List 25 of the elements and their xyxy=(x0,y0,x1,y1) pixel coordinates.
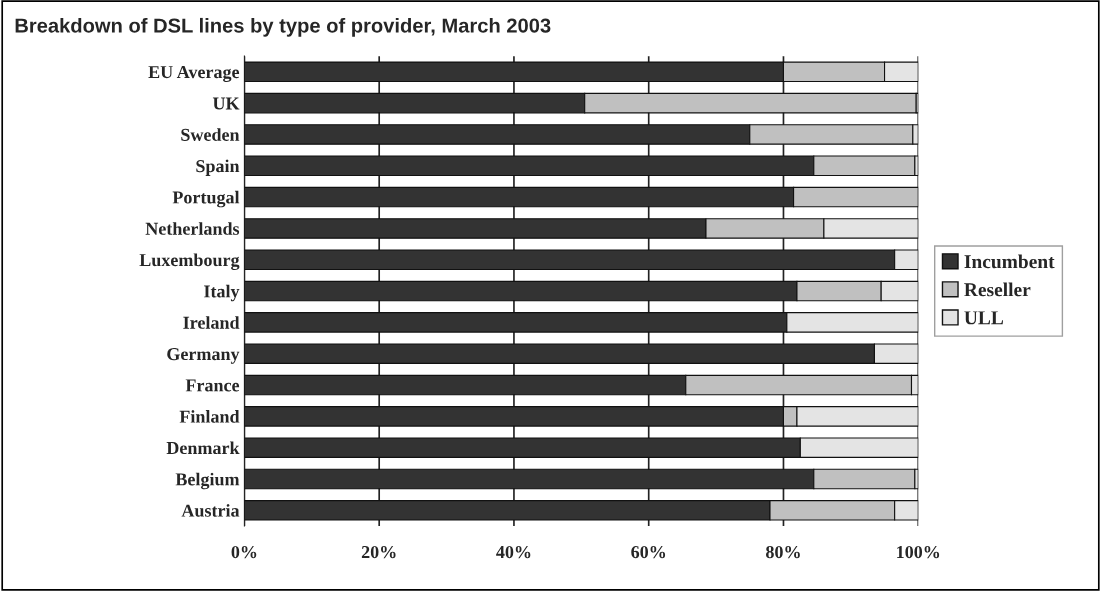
y-tick-label: Belgium xyxy=(175,472,240,490)
y-tick-label: Sweden xyxy=(181,128,240,141)
x-tick-label: 0% xyxy=(231,545,257,559)
y-tick-label: France xyxy=(185,379,240,392)
y-tick-label: Finland xyxy=(179,410,240,423)
y-tick-label: Portugal xyxy=(172,190,240,208)
legend-label: ULL xyxy=(964,311,1004,325)
y-tick-label: Italy xyxy=(204,284,240,302)
y-tick-label: Denmark xyxy=(166,441,240,455)
x-tick-label: 80% xyxy=(766,545,800,559)
x-tick-label: 100% xyxy=(897,545,940,559)
y-tick-label: UK xyxy=(212,97,240,110)
legend-label: Reseller xyxy=(964,282,1031,297)
y-tick-label: Spain xyxy=(196,159,240,176)
x-tick-label: 40% xyxy=(496,545,531,559)
x-tick-label: 20% xyxy=(361,545,396,559)
y-tick-label: Ireland xyxy=(183,316,240,329)
y-tick-label: Luxembourg xyxy=(139,253,240,270)
chart-title: Breakdown of DSL lines by type of provider, March 2003 xyxy=(15,17,551,37)
y-tick-label: Netherlands xyxy=(145,222,240,235)
y-tick-label: Germany xyxy=(167,348,240,364)
y-tick-label: Austria xyxy=(181,504,240,517)
x-tick-label: 60% xyxy=(631,545,666,559)
y-tick-label: EU Average xyxy=(148,66,240,82)
legend-label: Incumbent xyxy=(964,254,1055,269)
